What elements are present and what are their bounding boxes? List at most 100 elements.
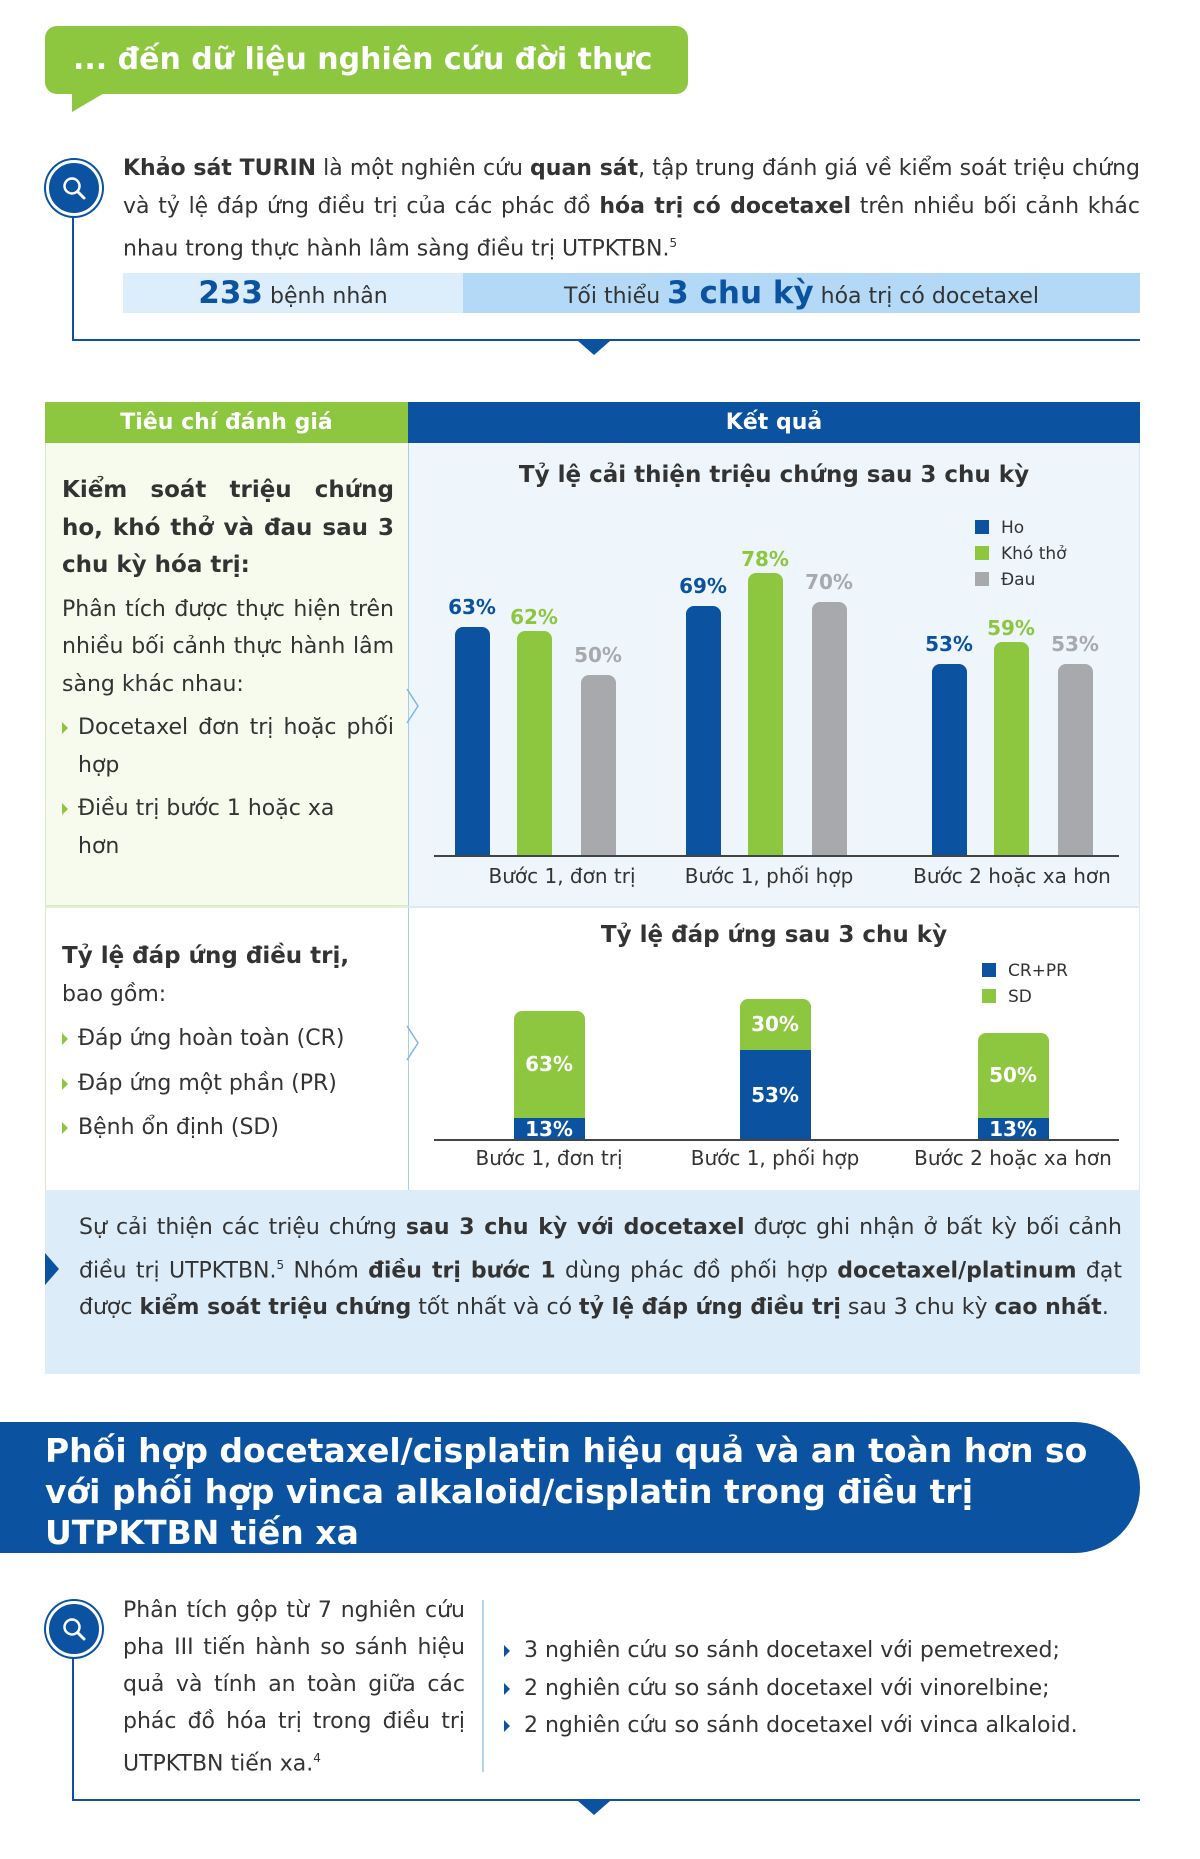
bar [747,572,783,856]
text-segment: , tập trung đánh giá về kiểm soát triệu … [123,156,1140,219]
search-icon [46,1601,102,1657]
x-tick-label: Bước 1, phối hợp [684,864,854,888]
bar-segment [977,1032,1049,1118]
legend-item-ho: Ho [975,515,1067,541]
data-label: 50% [574,642,622,667]
bar [516,630,552,856]
text-segment: đạt được [79,1257,1122,1321]
section-banner: Phối hợp docetaxel/cisplatin hiệu quả và… [0,1422,1140,1553]
data-label: 78% [741,546,789,571]
row1-bullet: Điều trị bước 1 hoặc xa hơn [62,790,352,865]
text-segment: kiểm soát triệu chứng [139,1295,412,1321]
conclusion-box [45,1190,1140,1374]
divider [72,1799,1140,1801]
legend-item-kho-tho: Khó thở [975,541,1067,567]
column-header-criteria: Tiêu chí đánh giá [45,402,408,443]
speech-bubble-tail [72,92,106,112]
text-segment: Khảo sát TURIN [123,156,317,181]
row2-bullet: Bệnh ổn định (SD) [62,1109,394,1147]
data-label: 53% [751,1082,799,1107]
data-label: 70% [805,569,853,594]
bar [931,663,967,856]
text-segment: sau 3 chu kỳ với docetaxel [405,1215,745,1240]
chevron-right-icon [406,688,419,724]
row1-text: Kiểm soát triệu chứng ho, khó thở và đau… [62,472,394,865]
chart2-axis [434,1139,1119,1141]
timeline-line [72,215,74,341]
legend-item-cr-pr: CR+PR [982,958,1068,984]
legend-item-dau: Đau [975,567,1067,593]
legend-item-sd: SD [982,984,1068,1010]
reference-superscript: 5 [276,1257,285,1272]
stat-cycles: Tối thiểu 3 chu kỳ hóa trị có docetaxel [463,273,1140,313]
text-segment: điều trị bước 1 [368,1257,556,1283]
patients-count: 233 [198,275,263,311]
bar [454,627,490,856]
meta-analysis-list: 3 nghiên cứu so sánh docetaxel với pemet… [502,1632,1152,1745]
chart1-axis [434,855,1119,857]
conclusion-text: Sự cải thiện các triệu chứng sau 3 chu k… [79,1209,1122,1327]
data-label: 63% [525,1052,573,1077]
down-arrow-icon [578,341,610,355]
bar-segment [739,1049,811,1140]
list-item: 2 nghiên cứu so sánh docetaxel với vinca… [502,1707,1152,1745]
data-label: 53% [1051,631,1099,656]
row2-bullet: Đáp ứng hoàn toàn (CR) [62,1020,394,1058]
text-segment: được ghi nhận ở bất kỳ bối cảnh điều trị… [79,1215,1122,1283]
x-tick-label: Bước 1, đơn trị [488,864,636,888]
x-tick-label: Bước 2 hoặc xa hơn [914,1146,1112,1170]
column-divider [482,1600,484,1772]
row2-text: Tỷ lệ đáp ứng điều trị, bao gồm: Đáp ứng… [62,938,394,1147]
x-tick-label: Bước 1, đơn trị [475,1146,623,1170]
text-segment: quan sát [530,156,639,181]
row2-criteria-cell [45,906,408,1190]
search-icon [46,160,102,216]
bar-segment [977,1117,1049,1140]
data-label: 13% [525,1116,573,1141]
bar-segment [739,998,811,1050]
cycles-suffix: hóa trị có docetaxel [820,284,1040,309]
bar [685,605,721,856]
divider [72,339,1140,341]
data-label: 30% [751,1012,799,1037]
text-segment: là một nghiên cứu [316,156,531,181]
bar [1057,663,1093,856]
row1-heading: Kiểm soát triệu chứng ho, khó thở và đau… [62,477,394,578]
data-label: 59% [987,615,1035,640]
intro-paragraph: Khảo sát TURIN là một nghiên cứu quan sá… [123,150,1140,268]
data-label: 63% [448,595,496,620]
bar-segment [513,1010,585,1118]
data-label: 53% [925,631,973,656]
bar-segment [513,1117,585,1140]
data-label: 69% [679,573,727,598]
list-item: 2 nghiên cứu so sánh docetaxel với vinor… [502,1670,1152,1708]
row1-bullet: Docetaxel đơn trị hoặc phối hợp [62,709,394,784]
column-header-results: Kết quả [408,402,1140,443]
reference-superscript: 4 [313,1751,321,1765]
text-segment: sau 3 chu kỳ [840,1295,995,1321]
cycles-prefix: Tối thiểu [563,284,661,309]
text-segment: docetaxel/platinum [837,1257,1077,1283]
bar [811,601,847,856]
data-label: 13% [989,1116,1037,1141]
text-segment: Phân tích gộp từ 7 nghiên cứu pha III ti… [123,1598,465,1777]
text-segment: dùng phác đồ phối hợp [555,1257,838,1283]
chart1-legend: Ho Khó thở Đau [975,515,1067,593]
text-segment: cao nhất [994,1295,1102,1321]
pointer-icon [45,1253,59,1285]
chart2-title: Tỷ lệ đáp ứng sau 3 chu kỳ [600,922,948,948]
data-label: 62% [510,604,558,629]
text-segment: Nhóm [284,1257,369,1283]
reference-superscript: 5 [669,236,678,250]
text-segment: Sự cải thiện các triệu chứng [79,1215,406,1240]
row1-criteria-cell [45,443,408,906]
section-header: ... đến dữ liệu nghiên cứu đời thực [45,26,688,94]
text-segment: hóa trị có docetaxel [599,193,852,219]
data-label: 50% [989,1063,1037,1088]
text-segment: tỷ lệ đáp ứng điều trị [579,1295,841,1321]
row2-bullet: Đáp ứng một phần (PR) [62,1065,394,1103]
x-tick-label: Bước 2 hoặc xa hơn [913,864,1111,888]
text-segment: trên nhiều bối cảnh khác nhau trong thực… [123,193,1140,262]
bar [993,641,1029,856]
row2-body: bao gồm: [62,981,167,1007]
